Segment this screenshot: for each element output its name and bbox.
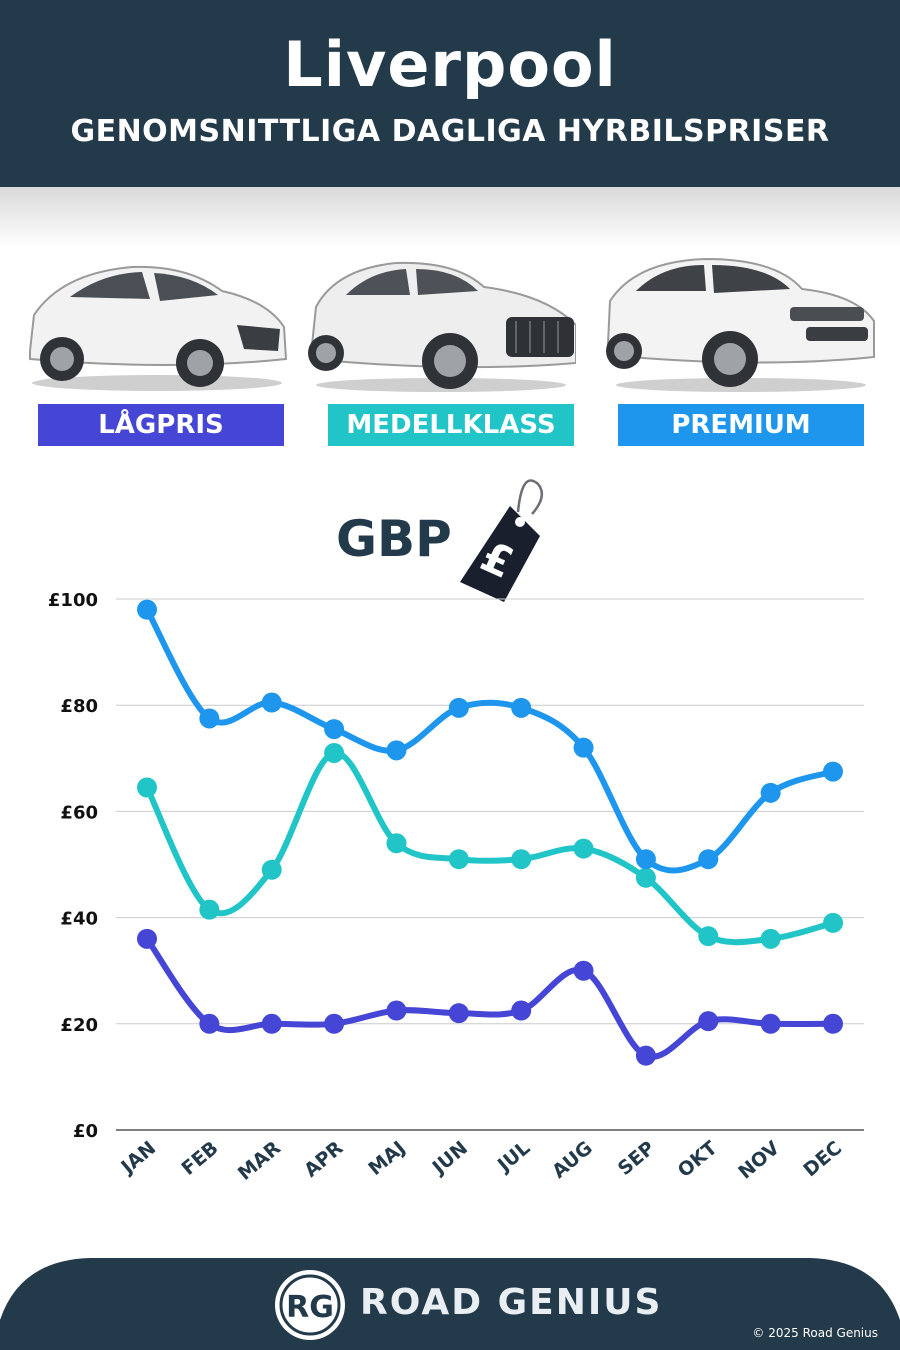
data-point-0-10	[760, 1013, 781, 1034]
y-tick-label: £0	[73, 1121, 98, 1142]
data-point-2-6	[511, 697, 532, 718]
data-point-0-11	[823, 1013, 843, 1034]
data-point-1-1	[199, 899, 220, 920]
data-point-2-4	[386, 740, 407, 761]
currency-label: GBP	[336, 510, 452, 568]
x-tick-label: MAR	[234, 1137, 285, 1185]
premium-car-image	[606, 257, 875, 392]
x-tick-label: OKT	[674, 1137, 722, 1182]
copyright: © 2025 Road Genius	[752, 1326, 878, 1340]
x-tick-label: APR	[300, 1137, 348, 1182]
data-point-0-1	[199, 1013, 220, 1034]
data-point-0-8	[635, 1045, 656, 1066]
series-line-1	[144, 749, 836, 946]
data-point-1-3	[324, 742, 345, 763]
data-point-1-9	[698, 926, 719, 947]
y-tick-label: £40	[60, 909, 98, 930]
data-point-2-7	[573, 737, 594, 758]
badge-premium: PREMIUM	[618, 404, 864, 446]
data-point-0-5	[448, 1003, 469, 1024]
x-tick-label: AUG	[548, 1137, 597, 1183]
data-point-0-2	[261, 1013, 282, 1034]
data-point-1-5	[448, 849, 469, 870]
road-genius-logo: RG	[275, 1270, 345, 1340]
economy-car-image	[29, 265, 288, 391]
x-tick-label: MAJ	[364, 1137, 409, 1180]
data-point-2-11	[823, 761, 843, 782]
badge-midsize: MEDELLKLASS	[328, 404, 574, 446]
data-point-2-3	[324, 719, 345, 740]
data-point-2-9	[698, 849, 719, 870]
midsize-car-image	[308, 261, 576, 392]
y-tick-label: £60	[60, 802, 98, 823]
data-point-0-7	[573, 960, 594, 981]
x-tick-label: FEB	[177, 1137, 222, 1180]
data-point-1-11	[823, 912, 843, 933]
x-tick-label: JUL	[492, 1137, 534, 1177]
brand-name: ROAD GENIUS	[360, 1282, 663, 1323]
x-tick-label: NOV	[734, 1137, 784, 1184]
data-point-1-8	[635, 867, 656, 888]
x-tick-label: JUN	[427, 1137, 472, 1180]
data-point-2-2	[261, 692, 282, 713]
data-point-2-10	[760, 782, 781, 803]
header-banner: Liverpool GENOMSNITTLIGA DAGLIGA HYRBILS…	[0, 0, 900, 187]
data-point-2-8	[635, 849, 656, 870]
data-point-1-4	[386, 833, 407, 854]
data-point-1-7	[573, 838, 594, 859]
page-subtitle: GENOMSNITTLIGA DAGLIGA HYRBILSPRISER	[70, 114, 830, 149]
data-point-0-6	[511, 1000, 532, 1021]
header-shadow	[0, 187, 900, 247]
logo-text: RG	[286, 1290, 334, 1325]
data-point-1-10	[760, 928, 781, 949]
data-point-2-1	[199, 708, 220, 729]
footer-banner	[0, 1258, 900, 1350]
data-point-0-4	[386, 1000, 407, 1021]
y-tick-label: £100	[48, 590, 98, 611]
y-tick-label: £20	[60, 1015, 98, 1036]
data-point-2-5	[448, 697, 469, 718]
x-tick-label: SEP	[614, 1137, 659, 1180]
data-point-0-3	[324, 1013, 345, 1034]
badge-economy: LÅGPRIS	[38, 404, 284, 446]
price-tag-icon: £	[460, 479, 544, 602]
series-line-0	[144, 935, 836, 1060]
data-point-1-6	[511, 849, 532, 870]
series-line-2	[144, 606, 836, 874]
x-tick-label: DEC	[799, 1137, 846, 1181]
data-point-0-9	[698, 1011, 719, 1032]
page-title: Liverpool	[283, 28, 617, 101]
data-point-1-0	[137, 777, 157, 798]
y-tick-label: £80	[60, 696, 98, 717]
data-point-0-0	[137, 928, 157, 949]
data-point-2-0	[137, 599, 157, 620]
price-chart: £0 £20 £40 £60 £80 £100 JAN FEB MAR APR MAJ JUN JUL A…	[48, 590, 864, 1185]
data-point-1-2	[261, 859, 282, 880]
x-tick-label: JAN	[116, 1137, 161, 1179]
